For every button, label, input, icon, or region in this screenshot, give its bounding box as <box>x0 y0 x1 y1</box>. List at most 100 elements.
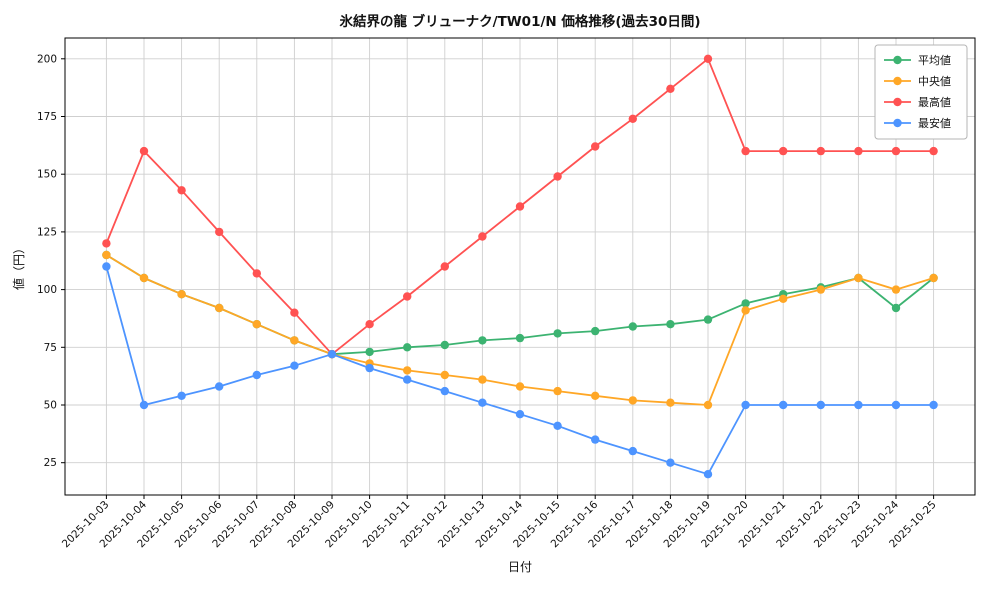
data-point <box>628 322 637 331</box>
legend-label: 最高値 <box>918 95 951 109</box>
data-point <box>515 410 525 419</box>
data-point <box>666 320 675 329</box>
data-point <box>139 146 149 156</box>
data-point <box>854 146 863 156</box>
data-point <box>252 320 261 329</box>
data-point <box>741 306 750 315</box>
data-point <box>177 391 186 400</box>
data-point <box>628 114 637 124</box>
y-tick-label: 100 <box>37 284 57 296</box>
series-line-3 <box>102 262 938 479</box>
data-point <box>854 273 863 283</box>
y-tick-label: 175 <box>37 111 57 123</box>
data-point <box>440 370 449 380</box>
data-point <box>591 326 600 336</box>
data-point <box>666 398 675 407</box>
data-point <box>515 202 525 211</box>
data-point <box>929 146 938 156</box>
data-point <box>215 303 224 313</box>
data-point <box>666 84 675 94</box>
data-point <box>252 269 261 278</box>
data-point <box>591 391 600 400</box>
legend-marker <box>893 55 902 65</box>
data-point <box>553 421 562 430</box>
data-point <box>215 382 224 391</box>
legend-label: 平均値 <box>918 54 951 67</box>
data-point <box>891 303 901 313</box>
data-point <box>553 329 562 338</box>
data-point <box>290 336 299 345</box>
data-point <box>403 292 412 301</box>
y-tick-label: 150 <box>37 169 57 181</box>
data-point <box>703 400 713 410</box>
y-tick-label: 50 <box>44 400 57 412</box>
data-point <box>102 262 111 271</box>
legend-label: 中央値 <box>918 75 951 88</box>
data-point <box>779 146 788 156</box>
y-ticks <box>61 58 65 464</box>
data-point <box>440 262 449 271</box>
data-point <box>365 363 374 373</box>
data-point <box>215 227 224 237</box>
legend-marker <box>893 76 902 86</box>
data-point <box>553 172 562 181</box>
data-point <box>929 273 938 283</box>
data-point <box>403 343 412 352</box>
data-point <box>327 350 337 359</box>
data-point <box>816 285 825 294</box>
y-tick-label: 75 <box>44 342 57 354</box>
data-point <box>591 435 600 444</box>
data-point <box>478 398 487 407</box>
data-point <box>666 458 675 467</box>
legend-marker <box>893 118 902 128</box>
data-point <box>403 375 412 384</box>
data-point <box>440 340 449 350</box>
data-point <box>703 470 713 479</box>
y-tick-labels: 25 50 75 100 125 150 175 200 <box>37 53 57 469</box>
data-point <box>177 186 186 195</box>
y-tick-label: 125 <box>37 226 57 238</box>
data-point <box>779 400 788 410</box>
x-tick-labels: 2025-10-032025-10-042025-10-052025-10-06… <box>60 498 939 550</box>
data-point <box>440 386 449 396</box>
data-point <box>628 396 637 405</box>
data-point <box>139 273 149 283</box>
legend-box <box>874 44 968 140</box>
data-point <box>478 375 487 384</box>
data-point <box>891 400 901 410</box>
data-point <box>816 146 825 156</box>
data-point <box>515 333 525 343</box>
data-point <box>365 347 374 357</box>
data-point <box>779 294 788 303</box>
y-axis-label: 値（円） <box>12 242 26 291</box>
legend-marker <box>893 97 902 107</box>
data-point <box>741 299 750 308</box>
data-point <box>290 308 299 317</box>
y-tick-label: 200 <box>37 53 57 65</box>
data-point <box>290 361 299 370</box>
legend-label: 最安値 <box>918 116 951 130</box>
data-point <box>703 315 713 324</box>
x-gridlines <box>105 38 935 495</box>
data-point <box>816 400 825 410</box>
data-point <box>891 146 901 156</box>
data-point <box>177 290 186 299</box>
chart-title: 氷結界の龍 ブリューナク/TW01/N 価格推移(過去30日間) <box>339 14 701 30</box>
data-point <box>365 320 374 329</box>
data-point <box>891 285 901 294</box>
data-point <box>628 446 637 456</box>
data-point <box>515 382 525 391</box>
data-point <box>741 400 750 410</box>
data-point <box>553 386 562 396</box>
y-tick-label: 25 <box>44 457 57 469</box>
x-ticks <box>105 495 935 499</box>
data-point <box>854 400 863 410</box>
data-point <box>703 54 713 63</box>
data-point <box>403 366 412 375</box>
data-point <box>741 146 750 156</box>
data-point <box>591 142 600 151</box>
data-point <box>252 370 261 380</box>
